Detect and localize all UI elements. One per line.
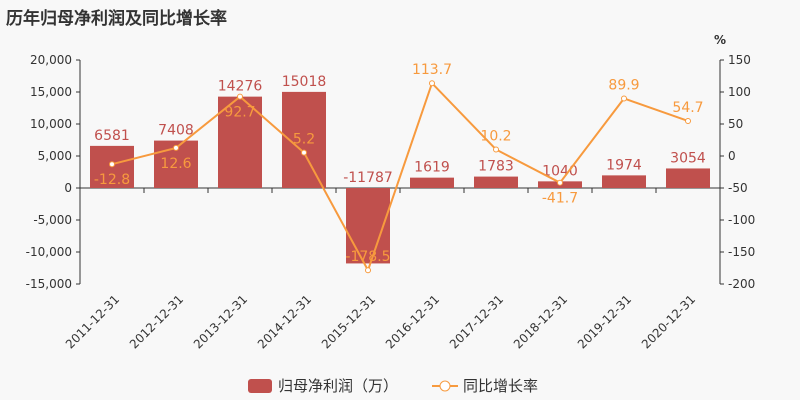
growth-point	[685, 117, 691, 124]
left-tick-label: 15,000	[30, 85, 72, 99]
left-tick-label: -10,000	[26, 245, 72, 259]
right-tick-label: 100	[728, 85, 751, 99]
legend-bar-label: 归母净利润（万）	[278, 377, 398, 395]
legend-bar-swatch	[248, 379, 272, 393]
growth-point	[109, 161, 115, 168]
bar-label: 15018	[282, 74, 327, 90]
right-tick-label: -50	[728, 181, 748, 195]
right-tick-label: 50	[728, 117, 743, 131]
growth-label: 54.7	[672, 100, 703, 116]
growth-point	[429, 80, 435, 87]
growth-label: 113.7	[412, 62, 452, 78]
bar-label: 1783	[478, 159, 514, 175]
left-tick-label: -5,000	[33, 213, 72, 227]
bar	[410, 177, 454, 188]
growth-label: -12.8	[94, 172, 130, 188]
growth-point	[621, 95, 627, 102]
x-tick-label: 2015-12-31	[319, 292, 378, 351]
bar-label: 1974	[606, 157, 642, 173]
growth-label: 10.2	[480, 128, 511, 144]
x-tick-label: 2013-12-31	[191, 292, 250, 351]
x-tick-label: 2019-12-31	[575, 292, 634, 351]
left-tick-label: 20,000	[30, 53, 72, 67]
right-tick-label: -150	[728, 245, 755, 259]
legend-line-marker	[439, 380, 451, 392]
bar-label: 14276	[218, 79, 263, 95]
x-tick-label: 2012-12-31	[127, 292, 186, 351]
right-tick-label: -100	[728, 213, 755, 227]
growth-point	[173, 144, 179, 151]
bar	[666, 168, 710, 188]
x-tick-label: 2018-12-31	[511, 292, 570, 351]
x-tick-label: 2016-12-31	[383, 292, 442, 351]
x-tick-label: 2017-12-31	[447, 292, 506, 351]
x-tick-label: 2020-12-31	[639, 292, 698, 351]
left-tick-label: 0	[64, 181, 72, 195]
bar	[602, 175, 646, 188]
growth-point	[557, 179, 563, 186]
growth-label: -41.7	[542, 191, 578, 207]
left-tick-label: 5,000	[38, 149, 72, 163]
growth-label: 12.6	[160, 156, 191, 172]
bar-label: -11787	[343, 170, 393, 186]
growth-label: 89.9	[608, 77, 639, 93]
bar-label: 1040	[542, 163, 578, 179]
growth-label: 92.7	[224, 105, 255, 121]
left-tick-label: -15,000	[26, 277, 72, 291]
bar-label: 7408	[158, 123, 194, 139]
x-tick-label: 2011-12-31	[63, 292, 122, 351]
growth-point	[365, 267, 371, 274]
right-tick-label: -200	[728, 277, 755, 291]
right-tick-label: 150	[728, 53, 751, 67]
growth-line	[111, 81, 689, 273]
legend-line-label: 同比增长率	[463, 377, 538, 395]
bar-label: 1619	[414, 160, 450, 176]
chart-title: 历年归母净利润及同比增长率	[6, 9, 227, 29]
bar-label: 3054	[670, 150, 706, 166]
left-tick-label: 10,000	[30, 117, 72, 131]
growth-point	[493, 146, 499, 153]
growth-label: -178.5	[345, 249, 390, 265]
bar	[218, 96, 262, 188]
growth-point	[237, 93, 243, 100]
bar-label: 6581	[94, 128, 130, 144]
growth-label: 5.2	[293, 132, 315, 148]
right-axis-unit: %	[714, 33, 726, 47]
x-tick-label: 2014-12-31	[255, 292, 314, 351]
growth-point	[301, 149, 307, 156]
bar	[474, 176, 518, 188]
right-tick-label: 0	[728, 149, 736, 163]
